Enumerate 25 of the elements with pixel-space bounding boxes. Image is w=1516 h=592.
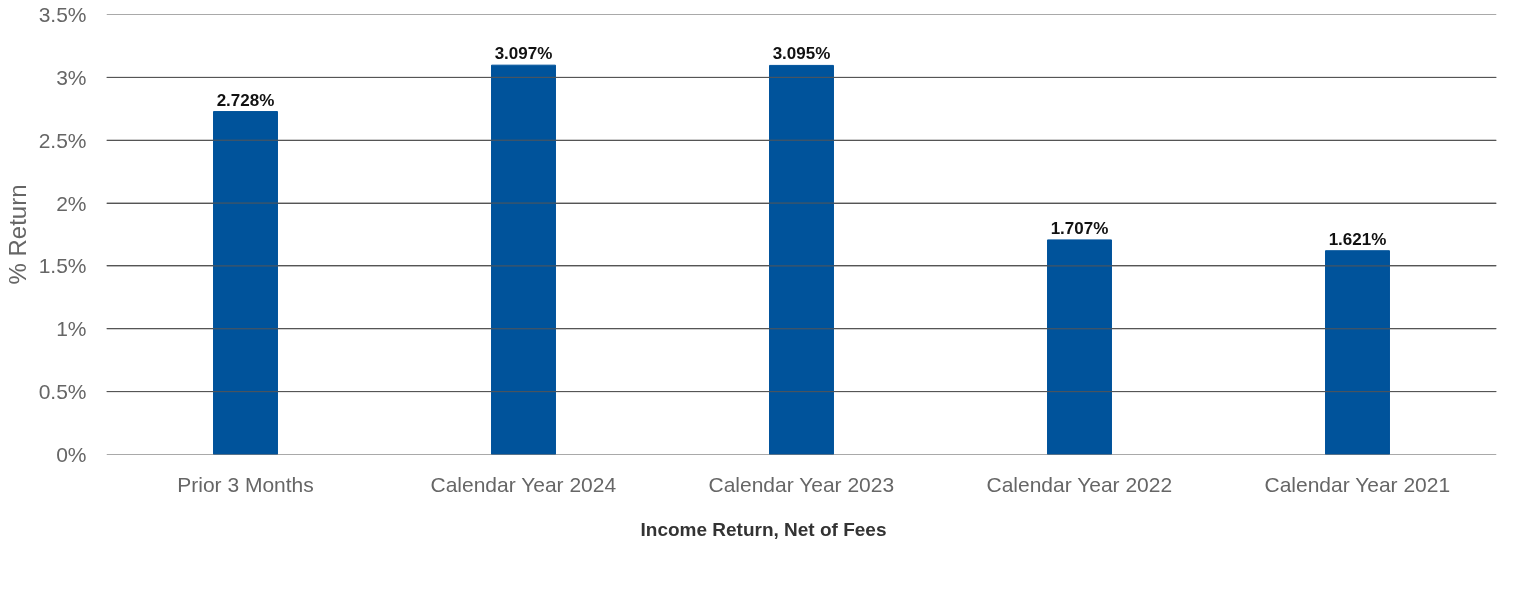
y-tick-label: 1% — [56, 317, 87, 341]
y-tick-label: 0% — [56, 443, 87, 466]
x-tick-label: Prior 3 Months — [177, 472, 314, 496]
data-label: 1.621% — [1328, 229, 1387, 249]
bar — [213, 111, 278, 455]
data-label: 3.097% — [494, 44, 553, 64]
bar — [1325, 250, 1390, 455]
y-tick-label: 3.5% — [38, 3, 87, 26]
y-tick-label: 1.5% — [38, 254, 87, 278]
data-label: 1.707% — [1050, 218, 1109, 238]
y-axis-title: % Return — [3, 184, 31, 285]
bar — [769, 64, 834, 455]
y-tick-label: 2.5% — [38, 128, 87, 152]
text: Income Return, Net of Fees — [640, 519, 887, 541]
y-tick-label: 3% — [56, 65, 87, 89]
y-tick-label: 0.5% — [38, 380, 87, 404]
x-tick-label: Calendar Year 2022 — [986, 472, 1173, 496]
bar — [491, 64, 556, 455]
data-label: 3.095% — [772, 44, 831, 64]
bar — [1047, 239, 1112, 455]
y-tick-label: 2% — [56, 191, 87, 215]
x-tick-label: Calendar Year 2024 — [430, 472, 617, 496]
x-tick-label: Calendar Year 2021 — [1264, 472, 1451, 496]
x-tick-label: Calendar Year 2023 — [708, 472, 895, 496]
data-label: 2.728% — [216, 90, 275, 110]
